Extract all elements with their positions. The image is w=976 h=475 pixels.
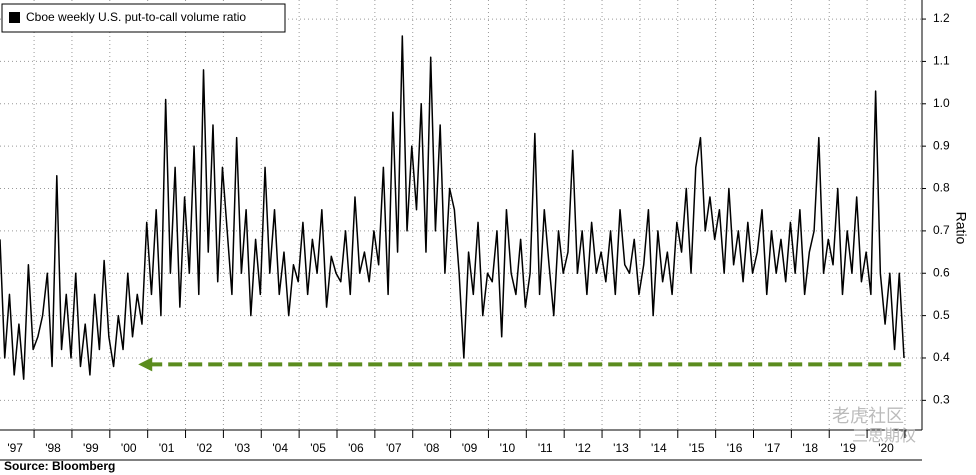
legend: Cboe weekly U.S. put-to-call volume rati… [1, 3, 286, 33]
x-tick-label: '11 [538, 441, 553, 455]
legend-swatch [9, 12, 20, 23]
x-tick-label: '07 [386, 441, 402, 455]
arrow-head [138, 357, 153, 372]
x-tick-label: '20 [878, 441, 894, 455]
x-tick-label: '18 [802, 441, 818, 455]
x-tick-label: '06 [348, 441, 364, 455]
x-tick-label: '03 [235, 441, 251, 455]
x-tick-label: '98 [45, 441, 61, 455]
watermark: 三思期权 [852, 427, 916, 445]
y-tick-label: 0.4 [933, 350, 950, 364]
x-tick-label: '17 [765, 441, 781, 455]
series-line [0, 35, 905, 380]
x-tick-label: '09 [462, 441, 478, 455]
y-tick-label: 1.0 [933, 96, 950, 110]
x-tick-label: '00 [121, 441, 137, 455]
x-tick-label: '19 [840, 441, 856, 455]
y-tick-label: 0.6 [933, 265, 950, 279]
y-tick-label: 0.5 [933, 308, 950, 322]
x-tick-label: '97 [7, 441, 23, 455]
y-tick-label: 1.1 [933, 54, 950, 68]
plot [0, 35, 905, 380]
x-tick-label: '13 [613, 441, 629, 455]
x-tick-label: '08 [424, 441, 440, 455]
x-tick-label: '01 [159, 441, 175, 455]
legend-box [1, 3, 286, 33]
y-tick-label: 0.9 [933, 138, 950, 152]
y-tick-label: 0.3 [933, 393, 950, 407]
x-tick-label: '14 [651, 441, 667, 455]
x-tick-label: '16 [727, 441, 743, 455]
y-tick-label: 0.8 [933, 181, 950, 195]
source: Source: Bloomberg [4, 459, 115, 473]
y-axis-label: Ratio [953, 212, 969, 245]
x-tick-label: '05 [310, 441, 326, 455]
y-tick-label: 1.2 [933, 11, 950, 25]
watermark: 老虎社区 [832, 406, 904, 426]
y-tick-label: 0.7 [933, 223, 950, 237]
x-tick-label: '10 [500, 441, 516, 455]
x-tick-label: '15 [689, 441, 705, 455]
x-tick-label: '99 [83, 441, 99, 455]
x-tick-label: '12 [575, 441, 591, 455]
x-tick-label: '04 [272, 441, 288, 455]
legend-label: Cboe weekly U.S. put-to-call volume rati… [26, 10, 246, 24]
x-tick-label: '02 [197, 441, 213, 455]
